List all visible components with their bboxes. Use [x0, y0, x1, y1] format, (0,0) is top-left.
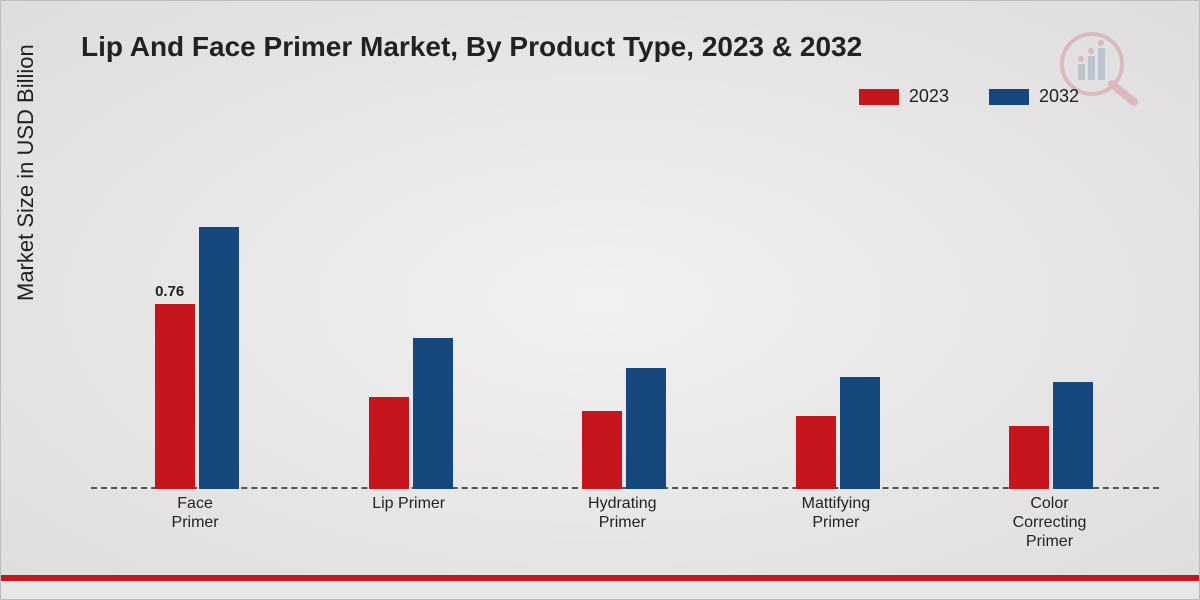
- chart-title: Lip And Face Primer Market, By Product T…: [81, 31, 862, 63]
- bar-group-1: [369, 338, 453, 489]
- x-label-4: ColorCorrectingPrimer: [979, 494, 1119, 552]
- bar-2032-0: [199, 227, 239, 489]
- x-axis-labels: FacePrimer Lip Primer HydratingPrimer Ma…: [91, 494, 1159, 544]
- bar-2032-3: [840, 377, 880, 489]
- x-label-0: FacePrimer: [125, 494, 265, 532]
- x-label-3: MattifyingPrimer: [766, 494, 906, 532]
- bar-value-label-0: 0.76: [155, 283, 184, 300]
- bar-2023-3: [796, 416, 836, 489]
- bar-group-0: 0.76: [155, 227, 239, 489]
- legend-swatch-2032: [989, 89, 1029, 105]
- y-axis-label: Market Size in USD Billion: [13, 44, 39, 301]
- bar-2032-1: [413, 338, 453, 489]
- bar-2032-2: [626, 368, 666, 489]
- x-label-1: Lip Primer: [339, 494, 479, 513]
- legend-label-2032: 2032: [1039, 86, 1079, 107]
- x-label-2: HydratingPrimer: [552, 494, 692, 532]
- legend-label-2023: 2023: [909, 86, 949, 107]
- plot-area: 0.76: [91, 151, 1159, 489]
- bar-group-4: [1009, 382, 1093, 489]
- bar-2023-4: [1009, 426, 1049, 489]
- legend: 2023 2032: [859, 86, 1079, 107]
- legend-item-2032: 2032: [989, 86, 1079, 107]
- footer-bar: [1, 581, 1199, 599]
- chart-frame: Lip And Face Primer Market, By Product T…: [0, 0, 1200, 600]
- bar-2032-4: [1053, 382, 1093, 489]
- bar-2023-1: [369, 397, 409, 489]
- bar-2023-2: [582, 411, 622, 489]
- bar-group-2: [582, 368, 666, 489]
- bar-2023-0: [155, 304, 195, 489]
- bar-group-3: [796, 377, 880, 489]
- legend-swatch-2023: [859, 89, 899, 105]
- legend-item-2023: 2023: [859, 86, 949, 107]
